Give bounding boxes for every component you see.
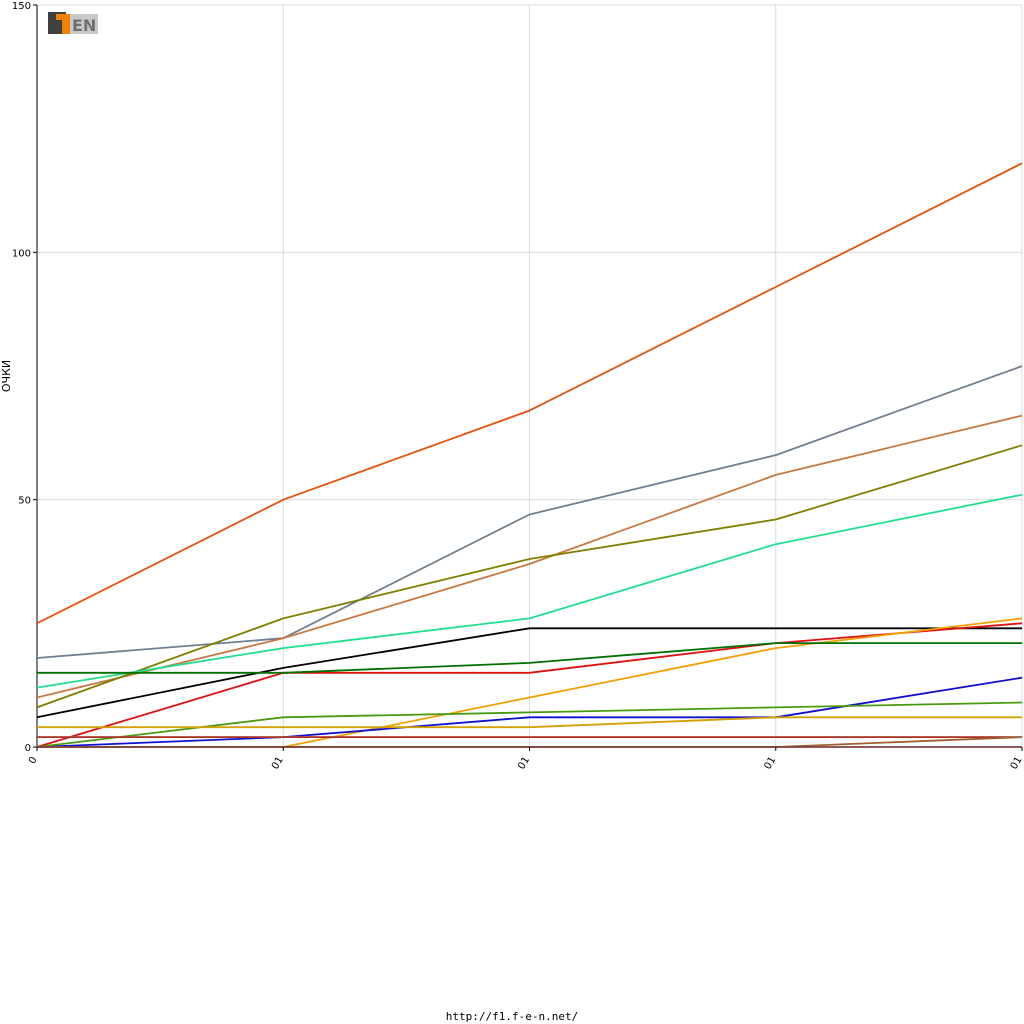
series-line	[283, 617, 1023, 748]
y-tick-labels: 0 50 100 150	[12, 1, 37, 754]
x-tick-label: 01	[1009, 755, 1024, 772]
series-line	[36, 676, 1023, 748]
series-line	[36, 493, 1023, 689]
series-line	[36, 622, 1023, 748]
x-tick-label: 0	[27, 755, 40, 766]
footer-url: http://f1.f-e-n.net/	[445, 1010, 579, 1023]
series-line	[36, 627, 1022, 719]
y-tick-label: 150	[12, 1, 31, 12]
y-axis-label: ОЧКИ	[0, 360, 13, 392]
f1en-logo: EN	[48, 12, 98, 35]
y-tick-label: 100	[12, 248, 31, 259]
series-line	[36, 444, 1023, 709]
series-line	[37, 642, 1022, 674]
y-tick-label: 50	[18, 496, 31, 507]
x-tick-label: 01	[270, 755, 286, 772]
x-tick-labels: 0 01 01 01 01	[27, 747, 1024, 772]
x-tick-label: 01	[516, 755, 532, 772]
series-lines	[36, 162, 1023, 748]
series-line	[36, 162, 1023, 625]
y-tick-label: 0	[25, 743, 31, 754]
x-tick-label: 01	[762, 755, 778, 772]
svg-text:EN: EN	[72, 16, 96, 35]
series-line	[37, 716, 1022, 729]
series-line	[36, 365, 1023, 659]
grid	[37, 4, 1023, 747]
series-line	[36, 414, 1023, 699]
